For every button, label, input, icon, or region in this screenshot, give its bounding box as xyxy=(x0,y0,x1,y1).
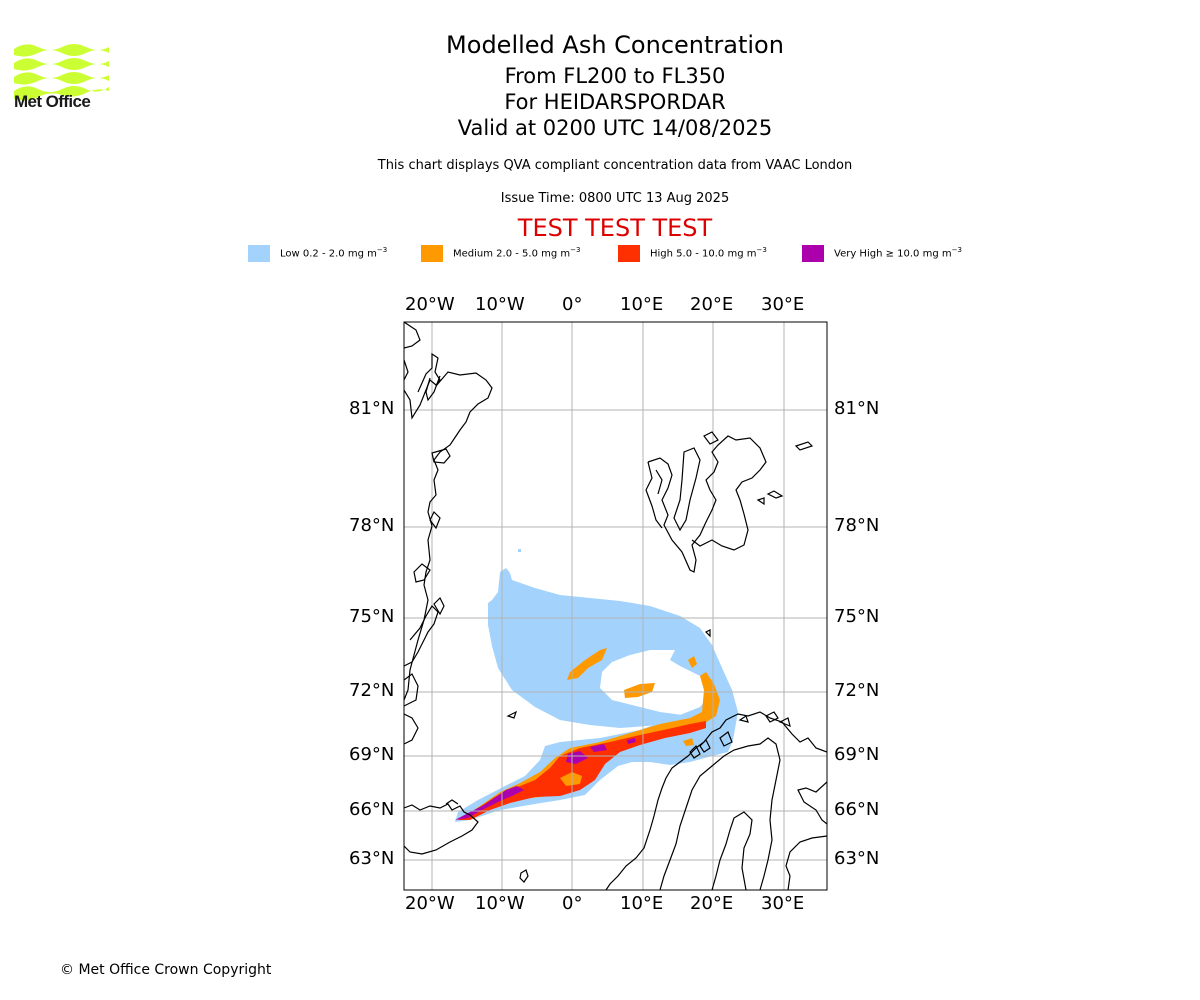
lon-label-bottom: 10°W xyxy=(475,893,525,914)
lon-label-bottom: 20°W xyxy=(405,893,455,914)
test-banner: TEST TEST TEST xyxy=(517,214,713,242)
lat-label-left: 63°N xyxy=(349,848,395,869)
legend-swatch-high xyxy=(618,245,640,262)
graticule xyxy=(404,322,827,890)
lon-label-top: 0° xyxy=(562,294,583,315)
legend-swatch-medium xyxy=(421,245,443,262)
lat-label-left: 75°N xyxy=(349,606,395,627)
lat-label-right: 81°N xyxy=(834,398,880,419)
volcano-name: For HEIDARSPORDAR xyxy=(504,90,726,114)
lon-label-top: 20°E xyxy=(690,294,734,315)
lon-label-bottom: 20°E xyxy=(690,893,734,914)
lat-label-right: 75°N xyxy=(834,606,880,627)
lat-label-left: 66°N xyxy=(349,799,395,820)
lat-label-right: 63°N xyxy=(834,848,880,869)
legend-label-high: High 5.0 - 10.0 mg m−3 xyxy=(650,246,767,260)
lat-label-right: 72°N xyxy=(834,680,880,701)
legend-label-medium: Medium 2.0 - 5.0 mg m−3 xyxy=(453,246,581,260)
copyright-notice: © Met Office Crown Copyright xyxy=(60,962,272,978)
lat-label-right: 66°N xyxy=(834,799,880,820)
lat-label-right: 78°N xyxy=(834,515,880,536)
lat-label-left: 72°N xyxy=(349,680,395,701)
legend-label-very-high: Very High ≥ 10.0 mg m−3 xyxy=(834,246,962,260)
logo-wordmark: Met Office xyxy=(14,92,91,111)
lon-label-bottom: 0° xyxy=(562,893,583,914)
ash-low-area xyxy=(455,549,738,822)
lon-label-bottom: 30°E xyxy=(761,893,805,914)
lon-label-top: 10°W xyxy=(475,294,525,315)
map-frame xyxy=(403,321,828,891)
ash-high-area xyxy=(458,721,706,820)
legend-label-low: Low 0.2 - 2.0 mg m−3 xyxy=(280,246,388,260)
legend-swatch-low xyxy=(248,245,270,262)
ash-medium-area xyxy=(462,648,720,818)
lon-label-bottom: 10°E xyxy=(620,893,664,914)
lat-label-right: 69°N xyxy=(834,744,880,765)
lon-label-top: 30°E xyxy=(761,294,805,315)
legend-swatch-very-high xyxy=(802,245,824,262)
lat-label-left: 78°N xyxy=(349,515,395,536)
valid-time: Valid at 0200 UTC 14/08/2025 xyxy=(457,116,773,140)
chart-title: Modelled Ash Concentration xyxy=(446,31,784,59)
coastlines xyxy=(404,322,827,890)
lat-label-left: 81°N xyxy=(349,398,395,419)
chart-subtitle: This chart displays QVA compliant concen… xyxy=(377,158,853,173)
flight-levels: From FL200 to FL350 xyxy=(504,64,726,88)
lat-label-left: 69°N xyxy=(349,744,395,765)
lon-label-top: 10°E xyxy=(620,294,664,315)
issue-time: Issue Time: 0800 UTC 13 Aug 2025 xyxy=(500,191,730,206)
met-office-logo-icon xyxy=(14,44,109,101)
lon-label-top: 20°W xyxy=(405,294,455,315)
